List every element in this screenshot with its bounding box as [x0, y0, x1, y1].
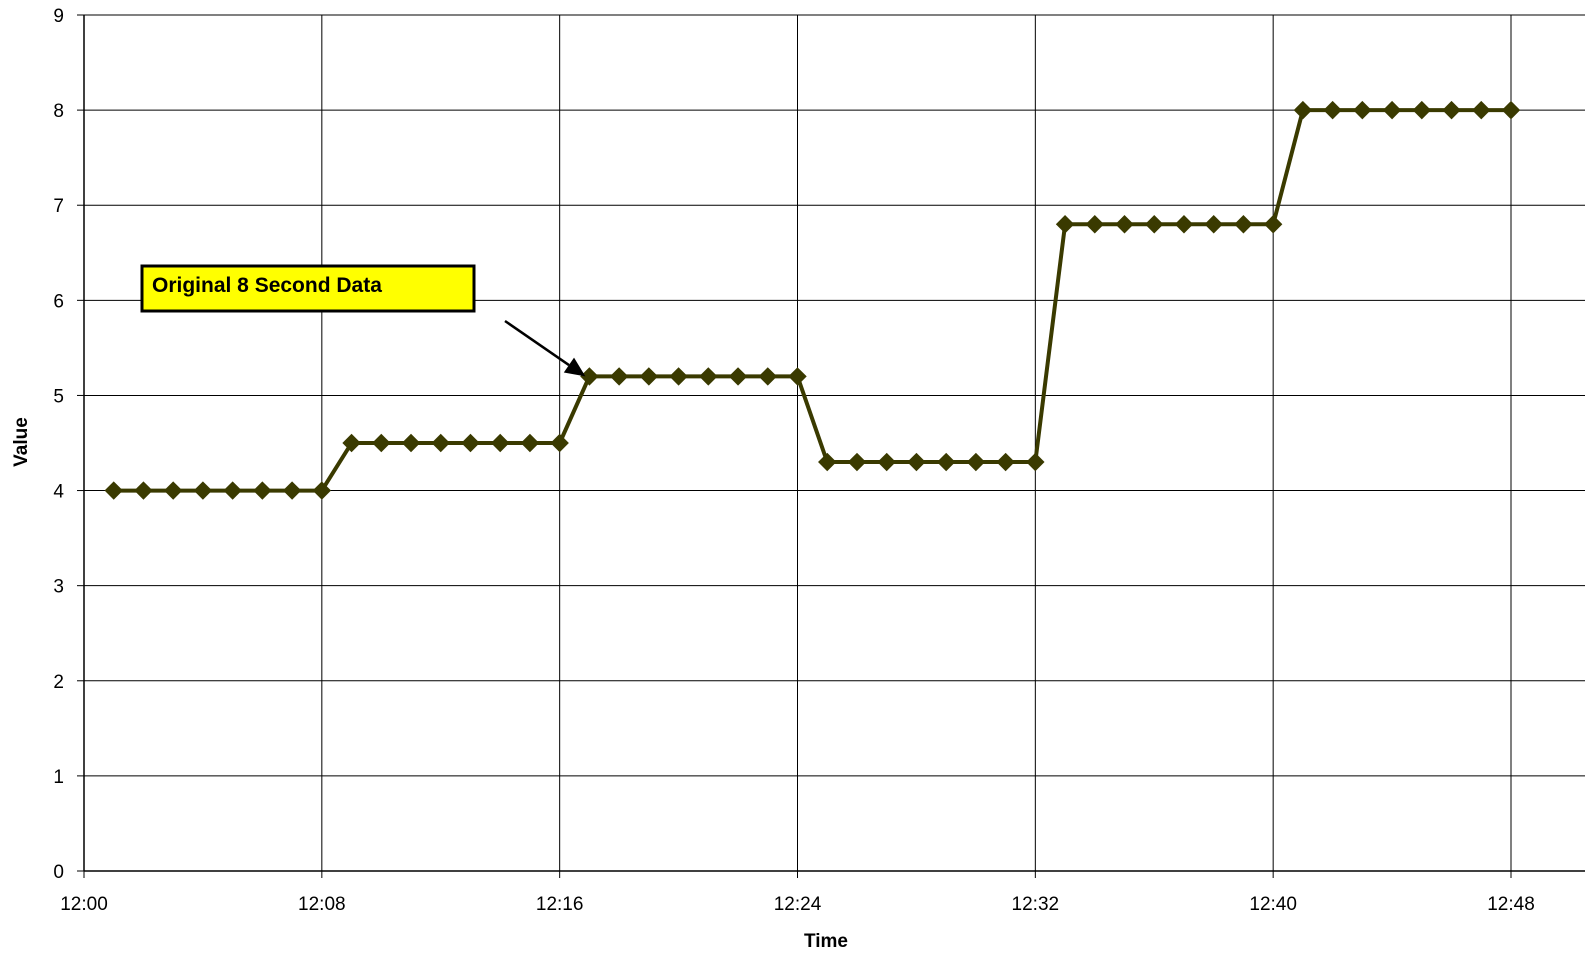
data-point-marker: [966, 452, 986, 472]
data-point-marker: [669, 367, 688, 386]
data-point-marker: [1234, 215, 1253, 234]
data-point-marker: [877, 452, 896, 472]
data-point-marker: [312, 481, 332, 500]
data-point-marker: [431, 433, 450, 453]
series-line: [113, 108, 1511, 493]
y-axis-title: Value: [11, 417, 32, 467]
data-point-marker: [163, 481, 183, 500]
data-point-marker: [1204, 215, 1223, 234]
x-tick-label: 12:48: [1487, 894, 1535, 915]
data-point-marker: [1353, 100, 1372, 120]
axes: [77, 14, 1585, 878]
x-axis-title: Time: [804, 931, 848, 952]
x-tick-label: 12:32: [1012, 894, 1060, 915]
x-tick-label: 12:00: [60, 894, 108, 915]
y-tick-label: 7: [53, 196, 64, 217]
data-point-marker: [996, 452, 1015, 472]
annotation-arrowhead: [563, 357, 586, 377]
data-point-marker: [758, 367, 777, 386]
data-point-marker: [342, 433, 361, 453]
y-tick-label: 0: [53, 862, 64, 883]
data-point-marker: [1323, 100, 1342, 120]
y-tick-label: 8: [53, 101, 64, 122]
data-point-marker: [1085, 215, 1104, 234]
data-point-marker: [847, 452, 867, 472]
data-point-marker: [907, 452, 926, 472]
data-point-marker: [134, 481, 153, 500]
y-tick-label: 9: [53, 6, 64, 27]
data-point-marker: [223, 481, 242, 500]
data-point-marker: [1145, 215, 1164, 234]
data-point-marker: [461, 433, 480, 453]
data-point-marker: [580, 367, 599, 386]
data-point-marker: [372, 433, 391, 453]
y-tick-label: 3: [53, 577, 64, 598]
series-line-group: [113, 108, 1511, 493]
tick-labels: 0 1 2 3 4 5 6 7 8 9 12:00 12:08 12:16 12:24 12:32 12:40…: [53, 6, 1534, 915]
y-tick-label: 6: [53, 291, 64, 312]
data-point-marker: [699, 367, 718, 386]
y-tick-label: 5: [53, 386, 64, 407]
data-point-marker: [104, 481, 123, 500]
y-tick-label: 1: [53, 767, 64, 788]
data-point-marker: [818, 452, 837, 472]
y-tick-label: 2: [53, 672, 64, 693]
data-point-marker: [1174, 215, 1194, 234]
data-point-marker: [936, 452, 956, 472]
data-point-marker: [1472, 100, 1491, 120]
data-point-marker: [728, 367, 748, 386]
x-tick-label: 12:40: [1249, 894, 1297, 915]
data-point-marker: [1293, 100, 1313, 120]
data-point-marker: [1382, 100, 1402, 120]
data-point-marker: [1055, 215, 1075, 234]
annotation-box: [140, 264, 476, 313]
data-point-marker: [401, 433, 421, 453]
annotation-label: Original 8 Second Data: [152, 274, 382, 297]
data-point-marker: [639, 367, 659, 386]
data-point-marker: [1263, 215, 1283, 234]
data-point-marker: [253, 481, 272, 500]
annotation-callout: Original 8 Second Data: [140, 264, 586, 377]
x-tick-label: 12:16: [536, 894, 584, 915]
data-point-marker: [520, 433, 540, 453]
data-point-marker: [1501, 100, 1521, 120]
data-point-marker: [1412, 100, 1432, 120]
data-point-marker: [491, 433, 510, 453]
data-point-marker: [1115, 215, 1134, 234]
series-markers: [104, 100, 1521, 500]
data-point-marker: [282, 481, 302, 500]
x-tick-label: 12:24: [774, 894, 822, 915]
data-point-marker: [1442, 100, 1461, 120]
data-point-marker: [788, 367, 807, 386]
x-tick-label: 12:08: [298, 894, 346, 915]
data-point-marker: [609, 367, 629, 386]
data-point-marker: [193, 481, 213, 500]
annotation-arrow: [504, 319, 570, 367]
y-tick-label: 4: [53, 482, 64, 503]
data-point-marker: [1026, 452, 1045, 472]
data-point-marker: [550, 433, 569, 453]
